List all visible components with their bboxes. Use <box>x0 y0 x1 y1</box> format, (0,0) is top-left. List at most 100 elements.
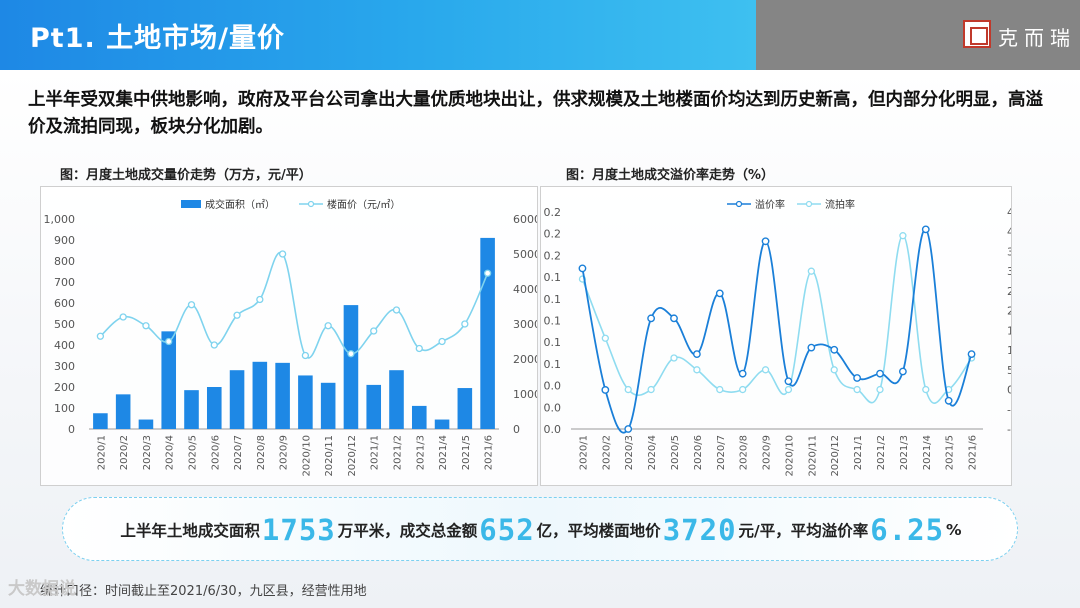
y-left-tick-label: 0.2 <box>544 228 562 241</box>
brand-name: 克而瑞 <box>998 26 1076 50</box>
x-tick-label: 2020/11 <box>807 435 818 477</box>
x-tick-label: 2020/3 <box>142 435 153 470</box>
bar <box>206 387 222 429</box>
bar <box>343 305 359 429</box>
line-point-price <box>415 344 423 353</box>
y-right-tick-label: -5% <box>1007 403 1011 416</box>
bar <box>298 375 313 429</box>
bar <box>457 388 473 429</box>
series-line-price <box>99 251 489 359</box>
y-right-tick-label: 25% <box>1007 285 1011 298</box>
x-tick-label: 2021/6 <box>968 435 979 470</box>
line-point-premium <box>601 386 610 394</box>
y-left-tick-label: 900 <box>54 234 75 247</box>
bar <box>161 331 177 429</box>
y-right-tick-label: 45% <box>1007 206 1011 219</box>
legend-swatch-area <box>181 200 201 208</box>
x-tick-label: 2020/12 <box>347 435 358 477</box>
y-right-tick-label: 2000 <box>513 353 537 366</box>
y-right-tick-label: 5% <box>1007 364 1011 377</box>
chart2-title: 图：月度土地成交溢价率走势（%） <box>566 168 775 183</box>
x-tick-label: 2020/9 <box>279 435 290 470</box>
x-tick-label: 2020/3 <box>624 435 635 470</box>
y-left-tick-label: 0.1 <box>544 271 562 284</box>
series-line-premium <box>581 228 973 434</box>
summary-text-2: 万平米，成交总金额 <box>337 522 478 540</box>
chart2-svg: 溢价率 流拍率 0.0 0.0 0.0 0.1 0.1 0.1 0.1 0.1 0.2 0.2 0.2 -… <box>544 198 1036 477</box>
y-right-tick-label: -10% <box>1007 423 1011 436</box>
legend-label-area: 成交面积（㎡） <box>205 198 275 211</box>
legend-label-failed: 流拍率 <box>825 198 855 211</box>
summary-text-3: 亿，平均楼面地价 <box>536 522 661 540</box>
line-point-premium <box>784 377 793 386</box>
line-point-premium <box>921 225 930 234</box>
x-tick-label: 2021/1 <box>853 435 864 470</box>
line-point-price <box>210 341 218 349</box>
summary-text-5: % <box>946 521 962 539</box>
line-point-premium <box>898 367 907 376</box>
line-point-premium <box>944 396 953 405</box>
line-point-price <box>187 301 196 309</box>
y-right-tick-label: 40% <box>1007 226 1011 239</box>
line-point-premium <box>807 343 816 352</box>
y-right-tick-label: 4000 <box>513 283 537 296</box>
y-right-tick-label: 0 <box>513 423 520 436</box>
y-right-tick-label: 5000 <box>513 248 537 261</box>
summary-banner: 上半年土地成交面积 1753 万平米，成交总金额 652 亿，平均楼面地价 37… <box>62 497 1018 561</box>
x-tick-label: 2021/3 <box>899 435 910 470</box>
x-tick-label: 2021/3 <box>415 435 426 470</box>
x-tick-label: 2020/11 <box>324 435 335 477</box>
legend-marker-price <box>307 200 315 208</box>
watermark: 大数据说 <box>8 579 76 599</box>
line-point-failed <box>853 385 861 394</box>
line-point-premium <box>578 264 587 273</box>
y-right-tick-label: 1000 <box>513 388 537 401</box>
line-point-premium <box>624 425 633 433</box>
x-tick-label: 2021/2 <box>393 435 404 470</box>
x-tick-label: 2020/2 <box>119 435 130 470</box>
legend-label-premium: 溢价率 <box>755 198 785 211</box>
legend-label-price: 楼面价（元/㎡） <box>327 198 400 211</box>
chart2-panel: 溢价率 流拍率 0.0 0.0 0.0 0.1 0.1 0.1 0.1 0.1 0.2 0.2 0.2 -… <box>540 186 1036 486</box>
bar <box>138 419 154 429</box>
chart1-title: 图：月度土地成交量价走势（万方，元/平） <box>60 168 312 183</box>
summary-text-1: 上半年土地成交面积 <box>120 522 260 540</box>
x-tick-label: 2020/5 <box>670 435 681 470</box>
line-point-failed <box>899 232 907 240</box>
line-point-failed <box>761 366 770 374</box>
x-tick-label: 2021/2 <box>876 435 887 470</box>
line-point-failed <box>647 385 655 394</box>
page-title: Pt1. 土地市场/量价 <box>30 23 285 54</box>
brand-seal-icon <box>963 20 991 48</box>
y-left-tick-label: 0.1 <box>544 315 562 328</box>
y-left-tick-label: 0.2 <box>544 206 562 219</box>
bar <box>320 382 336 429</box>
line-point-premium <box>670 314 678 323</box>
y-left-tick-label: 600 <box>54 297 75 310</box>
y-right-tick-label: 15% <box>1007 324 1011 337</box>
line-point-price <box>324 322 332 330</box>
x-tick-label: 2020/5 <box>188 435 199 470</box>
header-brand-area: 克而瑞 <box>756 0 1080 70</box>
x-tick-label: 2021/6 <box>484 435 495 470</box>
y-left-tick-label: 0.1 <box>544 336 562 349</box>
line-point-price <box>96 332 105 340</box>
x-tick-label: 2020/7 <box>716 435 727 470</box>
line-point-premium <box>876 369 884 378</box>
legend-marker-premium <box>735 200 743 208</box>
x-tick-label: 2020/4 <box>165 435 176 470</box>
y-right-tick-label: 3000 <box>513 318 537 331</box>
line-point-premium <box>967 350 976 359</box>
y-right-tick-label: 30% <box>1007 265 1011 278</box>
x-tick-label: 2020/10 <box>784 435 795 477</box>
line-point-premium <box>761 237 770 246</box>
line-point-failed <box>830 366 838 374</box>
summary-value-price: 3720 <box>662 513 737 547</box>
y-left-tick-label: 0.0 <box>544 380 562 393</box>
y-left-tick-label: 700 <box>54 276 75 289</box>
line-point-price <box>119 313 127 321</box>
line-point-failed <box>716 385 724 394</box>
line-point-price <box>461 320 469 328</box>
line-point-price <box>233 311 241 319</box>
line-point-price <box>370 327 378 335</box>
